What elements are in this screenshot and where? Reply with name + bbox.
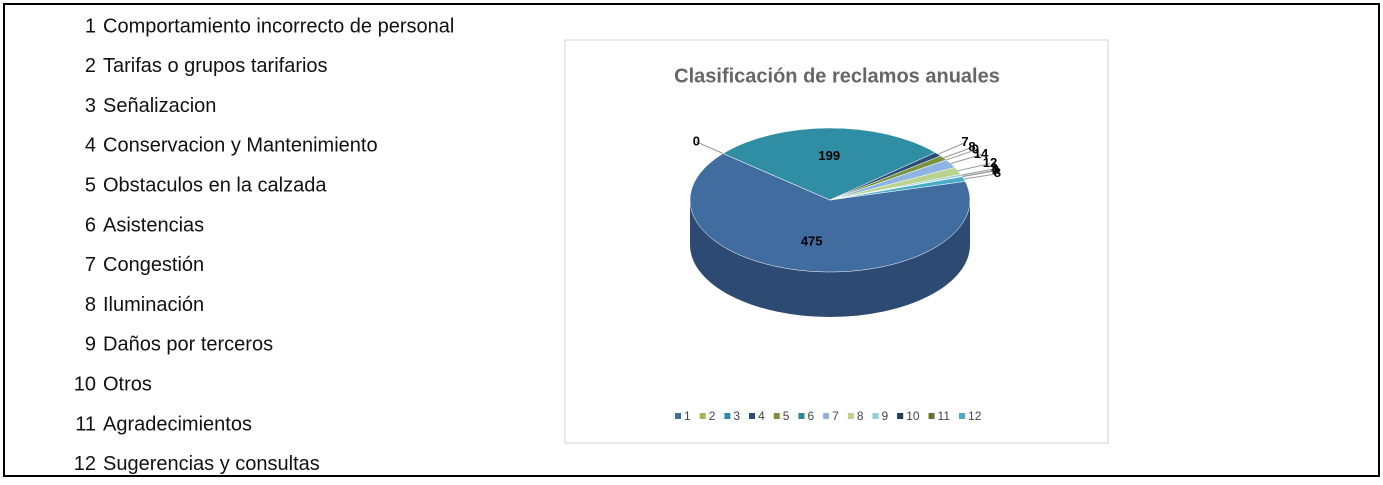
leader-line (696, 141, 724, 154)
legend-swatch (897, 413, 904, 419)
item-number: 6 (85, 214, 96, 236)
item-number: 11 (75, 413, 96, 435)
leader-line (957, 163, 991, 172)
data-label: 14 (974, 146, 989, 161)
data-label: 3 (991, 160, 998, 175)
legend-swatch (773, 413, 780, 419)
leader-line (950, 154, 982, 165)
frame (3, 3, 1380, 477)
item-label: Asistencias (103, 214, 204, 236)
legend-label: 4 (758, 409, 765, 423)
data-label: 8 (994, 165, 1001, 180)
legend-label: 9 (882, 409, 889, 423)
legend-label: 11 (938, 409, 951, 423)
legend-swatch (675, 413, 681, 419)
legend-swatch (872, 413, 879, 419)
leader-line (937, 142, 966, 155)
item-number: 12 (74, 453, 96, 475)
item-number: 10 (74, 373, 96, 395)
legend-swatch (823, 413, 830, 419)
item-label: Señalizacion (103, 95, 216, 117)
legend-label: 10 (906, 409, 920, 423)
legend-label: 7 (832, 409, 839, 423)
item-number: 2 (85, 55, 96, 77)
data-label: 199 (818, 148, 840, 163)
data-label: 8 (968, 139, 975, 154)
data-label: 12 (983, 155, 997, 170)
data-label: 0 (693, 133, 700, 148)
data-label: 7 (961, 134, 968, 149)
data-label: 1 (992, 162, 999, 177)
item-label: Iluminación (103, 294, 204, 316)
pie-side (690, 200, 970, 317)
item-number: 1 (85, 15, 96, 37)
leader-line (946, 149, 976, 161)
chart-box (564, 39, 1109, 444)
leader-line (963, 173, 998, 180)
legend-label: 12 (968, 409, 982, 423)
legend-swatch (928, 413, 935, 419)
item-label: Otros (103, 373, 152, 395)
item-label: Daños por terceros (103, 334, 273, 356)
item-number: 7 (85, 254, 96, 276)
legend-swatch (699, 413, 706, 419)
pie-slice (722, 127, 936, 201)
data-label: 475 (801, 234, 823, 249)
item-label: Sugerencias y consultas (103, 453, 320, 475)
item-number: 4 (85, 135, 96, 157)
leader-line (962, 170, 996, 178)
legend-swatch (798, 413, 805, 419)
pie-slice (689, 153, 971, 273)
item-label: Conservacion y Mantenimiento (103, 135, 378, 157)
legend-label: 5 (783, 409, 790, 423)
legend-swatch (847, 413, 854, 419)
item-number: 8 (85, 294, 96, 316)
item-number: 3 (85, 95, 96, 117)
legend-label: 6 (807, 409, 814, 423)
legend-label: 8 (857, 409, 864, 423)
item-label: Comportamiento incorrecto de personal (103, 15, 454, 37)
item-label: Congestión (103, 254, 204, 276)
legend-label: 1 (684, 409, 691, 423)
item-number: 9 (85, 334, 96, 356)
legend-swatch (959, 413, 966, 419)
legend-label: 3 (733, 409, 740, 423)
item-label: Tarifas o grupos tarifarios (103, 55, 328, 77)
data-label: 0 (992, 162, 999, 177)
leader-line (943, 146, 973, 159)
data-label: 0 (972, 141, 979, 156)
item-label: Obstaculos en la calzada (103, 174, 327, 196)
item-number: 5 (85, 174, 96, 196)
chart-title: Clasificación de reclamos anuales (674, 65, 1000, 87)
legend-label: 2 (709, 409, 716, 423)
item-label: Agradecimientos (103, 413, 252, 435)
legend-swatch (749, 413, 756, 419)
legend-swatch (724, 413, 731, 419)
leader-line (961, 168, 995, 176)
